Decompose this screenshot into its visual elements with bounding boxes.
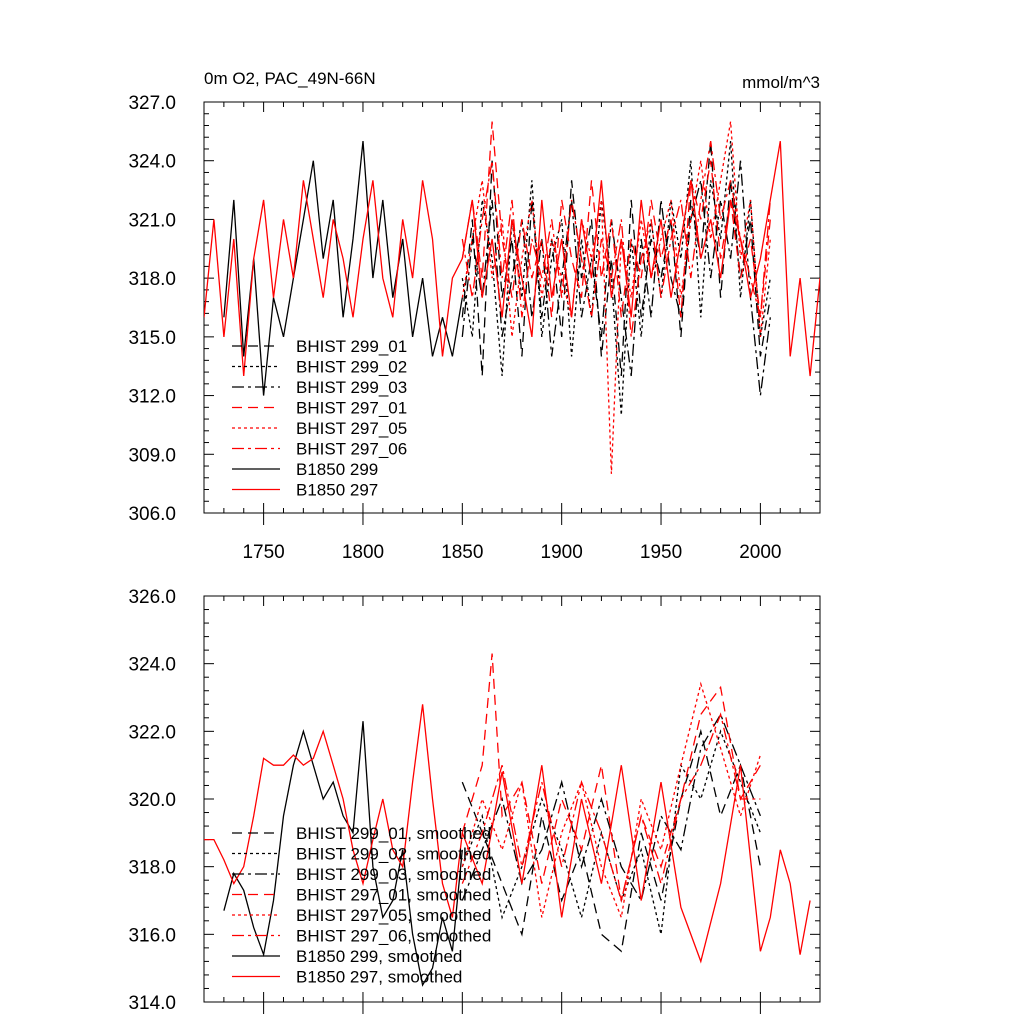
- y-tick-label: 315.0: [128, 328, 176, 349]
- legend-label: B1850 299: [296, 460, 378, 479]
- plot-frame: [203, 101, 821, 514]
- x-tick-label: 1800: [342, 542, 384, 563]
- legend-label: BHIST 297_06, smoothed: [296, 927, 491, 946]
- legend: BHIST 299_01, smoothed BHIST 299_02, smoo…: [232, 824, 491, 987]
- y-tick-label: 324.0: [128, 152, 176, 173]
- legend-label: BHIST 297_01, smoothed: [296, 886, 491, 905]
- series-line-6: [461, 140, 771, 337]
- chart-title: 0m O2, PAC_49N-66N: [204, 69, 376, 88]
- unit-label: mmol/m^3: [742, 73, 820, 92]
- y-tick-label: 309.0: [128, 445, 176, 466]
- series-line-4: [461, 653, 761, 901]
- series-line-1: [461, 141, 771, 377]
- y-tick-label: 306.0: [128, 504, 176, 525]
- x-tick-label: 1950: [640, 542, 682, 563]
- series-line-8: [204, 140, 820, 377]
- y-tick-label: 327.0: [128, 93, 176, 114]
- legend-label: BHIST 299_03: [296, 378, 407, 397]
- series-line-7: [223, 141, 463, 396]
- y-tick-label: 326.0: [128, 587, 176, 608]
- legend-label: BHIST 299_01, smoothed: [296, 824, 491, 843]
- legend-label: BHIST 299_01: [296, 337, 407, 356]
- series-line-7: [223, 721, 463, 987]
- x-tick-label: 2000: [739, 542, 781, 563]
- y-tick-label: 324.0: [128, 655, 176, 676]
- series-group: [204, 121, 820, 474]
- series-line-2: [461, 141, 771, 416]
- y-tick-label: 321.0: [128, 210, 176, 231]
- y-tick-label: 314.0: [128, 993, 176, 1014]
- series-line-6: [461, 712, 761, 904]
- series-line-5: [461, 121, 771, 474]
- x-tick-label: 1850: [441, 542, 483, 563]
- y-tick-label: 322.0: [128, 722, 176, 743]
- y-tick-label: 318.0: [128, 269, 176, 290]
- legend-label: B1850 297, smoothed: [296, 968, 462, 987]
- legend-label: BHIST 299_02: [296, 358, 407, 377]
- legend-label: BHIST 299_03, smoothed: [296, 865, 491, 884]
- legend-label: B1850 297: [296, 481, 378, 500]
- x-tick-label: 1900: [541, 542, 583, 563]
- series-group: [204, 653, 811, 987]
- top-panel: 306.0 309.0 312.0 315.0 318.0 321.0 324.0 327.0…: [128, 93, 821, 563]
- y-tick-label: 320.0: [128, 790, 176, 811]
- legend-label: BHIST 297_05, smoothed: [296, 906, 491, 925]
- legend-label: BHIST 297_06: [296, 440, 407, 459]
- legend-label: BHIST 299_02, smoothed: [296, 845, 491, 864]
- series-line-3: [461, 712, 762, 903]
- legend-label: BHIST 297_05: [296, 419, 407, 438]
- legend-label: B1850 299, smoothed: [296, 947, 462, 966]
- legend-label: BHIST 297_01: [296, 399, 407, 418]
- y-tick-label: 316.0: [128, 925, 176, 946]
- series-line-1: [461, 728, 762, 953]
- x-tick-label: 1750: [242, 542, 284, 563]
- y-tick-label: 312.0: [128, 387, 176, 408]
- bottom-panel: 314.0 316.0 318.0 320.0 322.0 324.0 326.0 BHIST…: [128, 587, 821, 1014]
- series-line-8: [204, 704, 811, 964]
- y-tick-label: 318.0: [128, 858, 176, 879]
- series-line-3: [461, 160, 771, 396]
